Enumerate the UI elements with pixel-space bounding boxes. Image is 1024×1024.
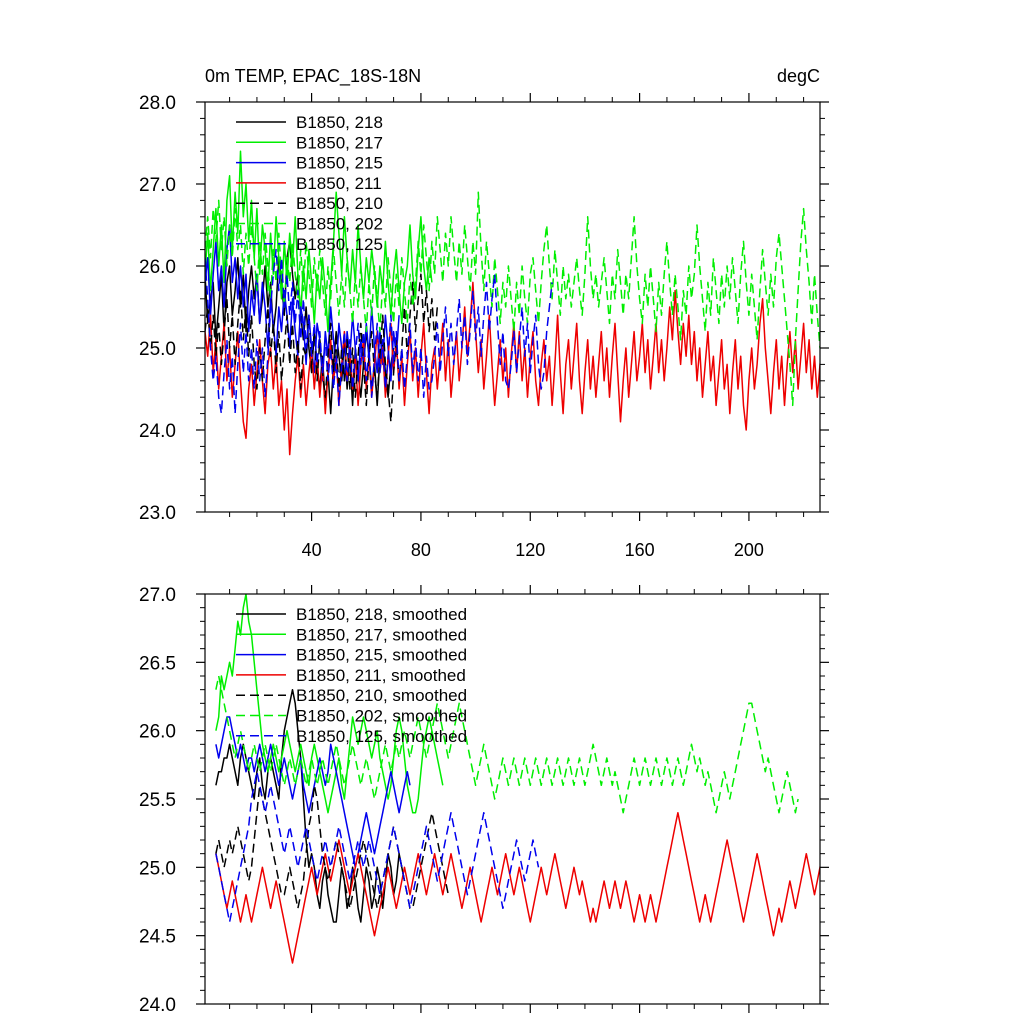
legend-label: B1850, 217, smoothed	[296, 625, 467, 644]
y-tick-label: 25.0	[139, 339, 176, 360]
x-tick-label: 80	[411, 540, 431, 560]
series-layer	[215, 594, 820, 964]
series-line-b1850-217-smoothed	[215, 594, 444, 814]
plot-frame	[204, 101, 821, 513]
legend-label: B1850, 211, smoothed	[296, 666, 466, 685]
chart-title: 0m TEMP, EPAC_18S-18N	[205, 66, 421, 87]
y-tick-label: 27.0	[139, 175, 176, 196]
legend-label: B1850, 202	[296, 215, 383, 234]
plot-area	[215, 594, 820, 964]
legend-label: B1850, 125	[296, 235, 383, 254]
legend-label: B1850, 215	[296, 154, 383, 173]
x-tick-label: 160	[625, 540, 655, 560]
series-line-b1850-202	[205, 191, 820, 407]
y-tick-label: 24.5	[139, 927, 176, 948]
bottom-panel: 24.0 24.5 25.0 25.5 26.0 26.5 27.0 B1850, 218,…	[139, 585, 829, 1016]
y-tick-label: 26.0	[139, 257, 176, 278]
units-label: degC	[777, 66, 820, 86]
series-line-b1850-125-smoothed	[215, 770, 540, 923]
series-layer	[205, 150, 820, 456]
y-tick-label: 25.0	[139, 858, 176, 879]
y-tick-label: 24.0	[139, 421, 176, 442]
axes: 40 80 120 160 200 23.0 24.0 25.0 26.0 27.0 28.0	[139, 93, 829, 560]
series-line-b1850-211	[205, 281, 820, 456]
legend-label: B1850, 202, smoothed	[296, 707, 467, 726]
legend-label: B1850, 217	[296, 133, 383, 152]
top-panel: 0m TEMP, EPAC_18S-18N degC 40 80 120 160 200…	[139, 66, 829, 560]
y-tick-label: 28.0	[139, 93, 176, 114]
x-tick-label: 40	[302, 540, 322, 560]
series-line-b1850-125	[205, 248, 553, 415]
y-tick-label: 23.0	[139, 503, 176, 524]
series-line-b1850-202-smoothed	[215, 675, 799, 814]
y-tick-label: 26.5	[139, 653, 176, 674]
legend-label: B1850, 218	[296, 113, 383, 132]
legend-label: B1850, 125, smoothed	[296, 727, 467, 746]
x-tick-label: 200	[734, 540, 764, 560]
legend-label: B1850, 210, smoothed	[296, 686, 467, 705]
y-tick-label: 24.0	[139, 995, 176, 1016]
legend-label: B1850, 210	[296, 194, 383, 213]
legend-label: B1850, 215, smoothed	[296, 646, 467, 665]
y-tick-label: 27.0	[139, 585, 176, 606]
y-tick-label: 26.0	[139, 722, 176, 743]
series-line-b1850-217	[205, 150, 433, 333]
x-tick-label: 120	[515, 540, 545, 560]
legend-label: B1850, 211	[296, 174, 382, 193]
series-line-b1850-211-smoothed	[215, 811, 820, 964]
axes: 24.0 24.5 25.0 25.5 26.0 26.5 27.0	[139, 585, 829, 1016]
y-tick-label: 25.5	[139, 790, 176, 811]
legend-label: B1850, 218, smoothed	[296, 605, 467, 624]
plot-area	[205, 150, 820, 456]
